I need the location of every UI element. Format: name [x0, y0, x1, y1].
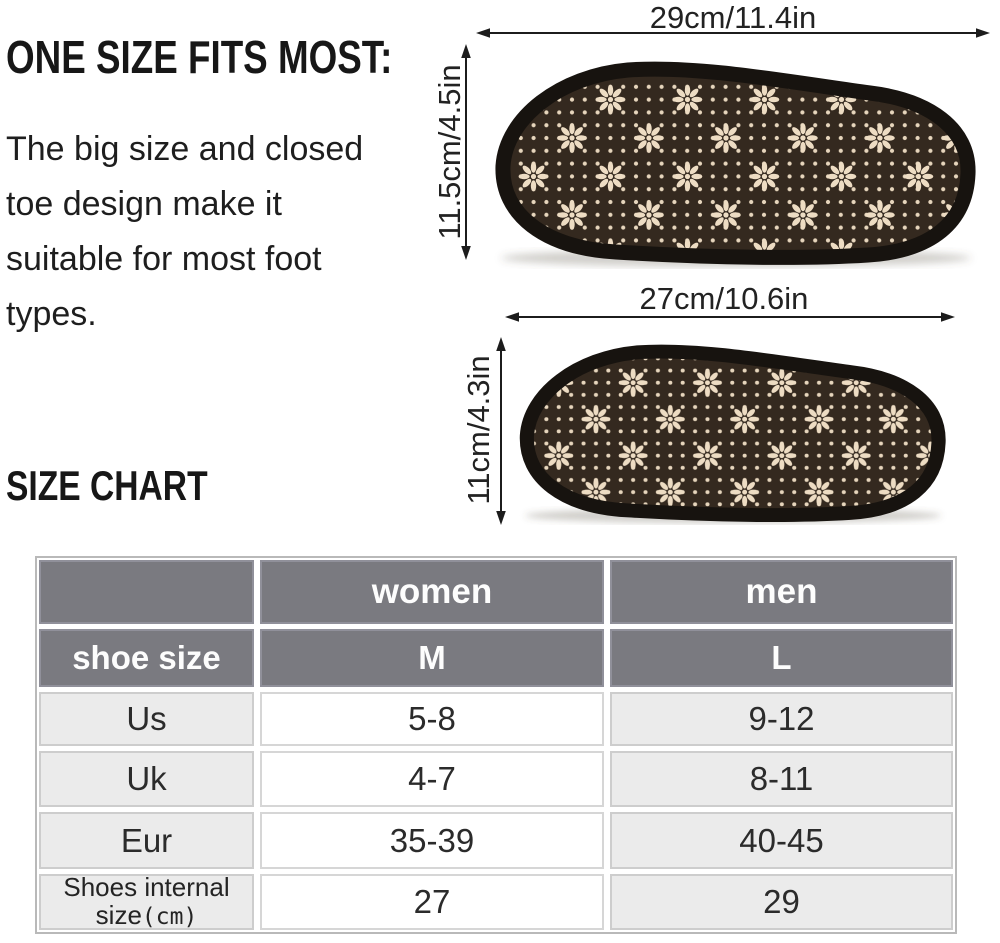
small-sole-width-label: 11cm/4.3in — [461, 355, 496, 505]
large-sole-photo — [495, 61, 976, 267]
internal-size-label-line1: Shoes internal — [63, 872, 230, 902]
us-men-value: 9-12 — [610, 692, 953, 746]
uk-women-value: 4-7 — [260, 751, 604, 807]
size-chart-heading: SIZE CHART — [6, 462, 208, 509]
internal-size-label-line2: size — [95, 900, 142, 930]
internal-size-men-value: 29 — [610, 874, 953, 930]
description-text: The big size and closed toe design make … — [6, 130, 364, 333]
large-sole-length-label: 29cm/11.4in — [649, 0, 817, 35]
one-size-heading: ONE SIZE FITS MOST: — [6, 31, 393, 83]
small-sole-length-arrow — [505, 312, 955, 322]
large-sole-width-arrow — [461, 44, 471, 260]
internal-size-women-value: 27 — [260, 874, 604, 930]
uk-men-value: 8-11 — [610, 751, 953, 807]
small-sole-width-arrow — [496, 337, 506, 525]
small-sole-length-label: 27cm/10.6in — [639, 281, 809, 316]
eur-men-value: 40-45 — [610, 812, 953, 869]
col-header-women: women — [260, 560, 604, 624]
row-label-eur: Eur — [39, 812, 254, 869]
row-header-shoe-size: shoe size — [39, 629, 254, 687]
col-header-men: men — [610, 560, 953, 624]
row-label-us: Us — [39, 692, 254, 746]
size-chart-table: women men shoe size M L Us 5-8 9-12 Uk 4… — [35, 556, 957, 934]
corner-cell — [39, 560, 254, 624]
eur-women-value: 35-39 — [260, 812, 604, 869]
row-label-internal-size: Shoes internal size(cm) — [39, 872, 254, 930]
small-sole-photo — [519, 344, 946, 524]
us-women-value: 5-8 — [260, 692, 604, 746]
size-women: M — [260, 629, 604, 687]
size-men: L — [610, 629, 953, 687]
internal-size-unit: (cm) — [141, 904, 198, 930]
large-sole-length-arrow — [476, 28, 990, 38]
row-label-uk: Uk — [39, 751, 254, 807]
